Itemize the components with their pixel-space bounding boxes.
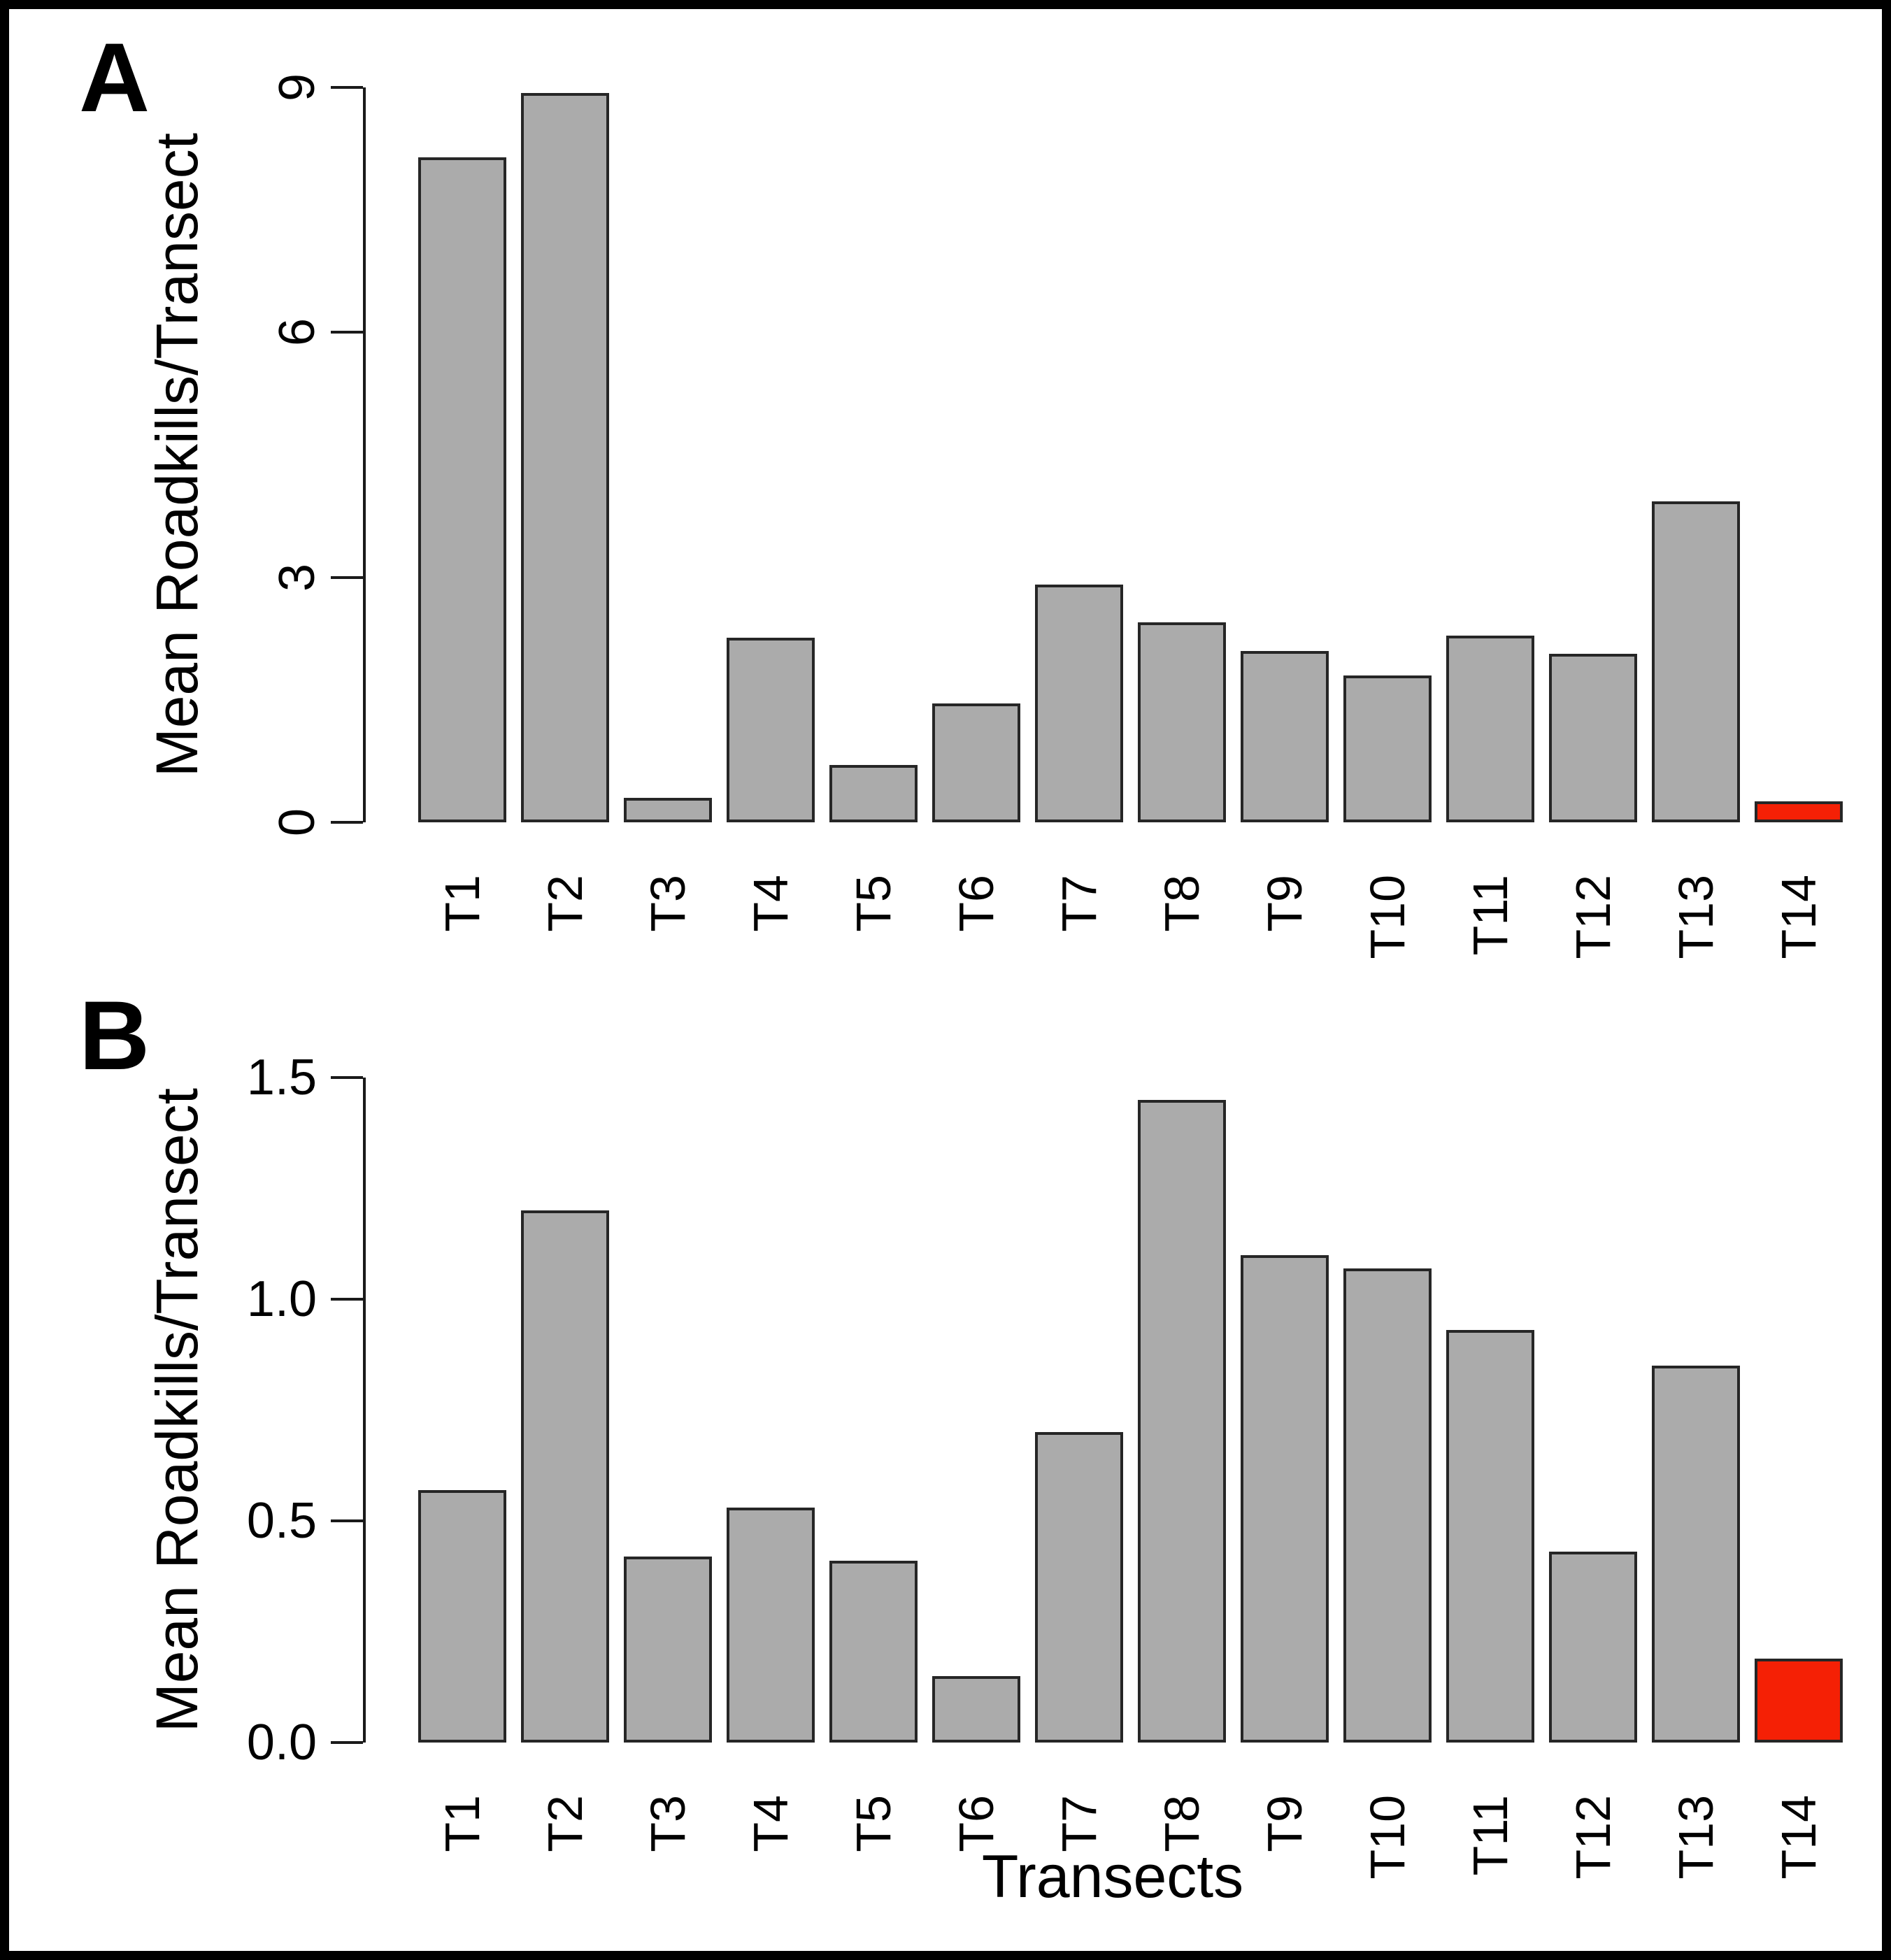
panel-a-y-tick-label: 9 [261, 37, 334, 138]
panel-a-x-tick-label-t1: T1 [433, 875, 492, 932]
panel-a-y-tick-label-text: 9 [269, 73, 325, 102]
panel-b-bar-t5 [829, 1561, 918, 1743]
panel-a-y-tick-label: 6 [261, 282, 334, 382]
panel-a-bar-t9 [1241, 650, 1329, 822]
panel-b-y-axis-line [363, 1078, 366, 1743]
panel-a-x-tick-label-text: T4 [743, 875, 798, 932]
panel-b-bar-t3 [624, 1556, 712, 1743]
panel-a-x-tick-label-text: T9 [1257, 875, 1312, 932]
panel-b-bar-t2 [521, 1210, 609, 1743]
panel-b: B Mean Roadkills/Transect 0.0 0.5 1.0 1.5 T1… [9, 9, 1882, 1951]
panel-a-bar-t5 [829, 765, 918, 822]
x-axis-title: Transects [981, 1843, 1244, 1910]
panel-a-y-axis-title: Mean Roadkills/Transect [135, 87, 219, 822]
panel-a-bar-t10 [1343, 675, 1432, 822]
panel-a-bar-t1 [418, 157, 506, 822]
panel-a-y-axis-title-text: Mean Roadkills/Transect [144, 132, 210, 778]
panel-b-bar-t14 [1755, 1658, 1843, 1743]
panel-b-letter: B [79, 980, 150, 1090]
panel-a-y-axis-line [363, 87, 366, 822]
panel-a-bar-t4 [727, 638, 815, 822]
panel-a-x-tick-label-t14: T14 [1769, 875, 1828, 959]
panel-a-x-tick-label-text: T12 [1566, 875, 1620, 959]
panel-b-bar-t13 [1652, 1366, 1740, 1743]
panel-b-y-tick-0.0 [331, 1741, 363, 1744]
panel-a-x-tick-label-t6: T6 [947, 875, 1006, 932]
panel-b-y-tick-1.5 [331, 1076, 363, 1079]
panel-a-bar-t2 [521, 93, 609, 822]
panel-a-plot-area: 0 3 6 9 T1 T2 T3 T4 T5 T6 T7 T8 T9 T10 T11 T12 T13 T14 [9, 9, 1882, 1951]
panel-a-x-tick-label-t8: T8 [1153, 875, 1211, 932]
panel-b-y-tick-label: 1.5 [246, 1050, 317, 1106]
panel-a-bar-t12 [1549, 654, 1637, 822]
panel-a: A Mean Roadkills/Transect 0 3 6 9 T1 T2 T3 T4 T5… [9, 9, 1882, 1951]
panel-a-x-tick-label-text: T10 [1360, 875, 1415, 959]
panel-a-x-tick-label-text: T1 [435, 875, 490, 932]
panel-b-y-tick-label: 1.0 [246, 1271, 317, 1327]
panel-a-x-tick-label-t7: T7 [1050, 875, 1108, 932]
panel-a-y-tick-label-text: 0 [269, 808, 325, 837]
panel-b-y-tick-1.0 [331, 1298, 363, 1301]
panel-b-y-tick-label: 0.0 [246, 1715, 317, 1771]
panel-a-y-tick-label-text: 3 [269, 563, 325, 592]
panel-a-bar-t3 [624, 797, 712, 822]
panel-a-x-tick-label-t4: T4 [741, 875, 800, 932]
panel-b-bar-t9 [1241, 1254, 1329, 1743]
panel-a-y-tick-3 [331, 575, 363, 579]
panel-a-x-tick-label-t10: T10 [1358, 875, 1417, 959]
panel-b-y-tick-label: 0.5 [246, 1493, 317, 1549]
panel-a-x-tick-label-text: T8 [1155, 875, 1209, 932]
panel-a-y-tick-label: 3 [261, 527, 334, 628]
panel-a-x-tick-label-text: T13 [1669, 875, 1723, 959]
panel-a-x-tick-label-text: T14 [1771, 875, 1826, 959]
panel-a-x-tick-label-text: T2 [538, 875, 592, 932]
panel-a-x-tick-label-t5: T5 [844, 875, 903, 932]
panel-a-x-tick-label-t2: T2 [536, 875, 594, 932]
panel-a-x-tick-label-t13: T13 [1667, 875, 1725, 959]
panel-a-y-tick-label: 0 [261, 772, 334, 873]
panel-b-plot-area: 0.0 0.5 1.0 1.5 T1 T2 T3 T4 T5 T6 T7 T8 T9 T10 T11 T12 T… [9, 9, 1882, 1951]
panel-a-x-tick-label-t11: T11 [1461, 875, 1520, 955]
panel-a-bar-t6 [932, 703, 1020, 822]
panel-b-bar-t4 [727, 1507, 815, 1743]
panel-b-bar-t8 [1138, 1099, 1226, 1743]
panel-a-y-tick-6 [331, 331, 363, 334]
panel-a-x-tick-label-text: T5 [846, 875, 901, 932]
panel-a-letter: A [79, 22, 150, 132]
panel-b-bar-t7 [1035, 1432, 1123, 1743]
panel-a-y-tick-9 [331, 86, 363, 89]
panel-a-x-tick-label-text: T11 [1463, 875, 1518, 956]
panel-a-bar-t13 [1652, 501, 1740, 822]
panel-b-y-axis-title: Mean Roadkills/Transect [135, 1078, 219, 1743]
panel-a-bar-t11 [1446, 635, 1534, 822]
panel-a-x-tick-label-t9: T9 [1255, 875, 1314, 932]
panel-a-x-tick-label-text: T3 [641, 875, 695, 932]
panel-a-y-tick-label-text: 6 [269, 318, 325, 347]
panel-b-bar-t1 [418, 1489, 506, 1743]
panel-b-bar-t10 [1343, 1268, 1432, 1743]
panel-b-y-axis-title-text: Mean Roadkills/Transect [144, 1087, 210, 1733]
panel-b-y-tick-0.5 [331, 1519, 363, 1522]
panel-a-x-tick-label-t3: T3 [638, 875, 697, 932]
panel-a-bar-t8 [1138, 622, 1226, 822]
panel-a-bar-t14 [1755, 801, 1843, 822]
panel-b-bar-t12 [1549, 1552, 1637, 1743]
panel-a-x-tick-label-t12: T12 [1564, 875, 1622, 959]
panel-a-bar-t7 [1035, 585, 1123, 822]
panel-a-x-tick-label-text: T7 [1052, 875, 1106, 932]
panel-b-bar-t6 [932, 1675, 1020, 1743]
panel-a-y-tick-0 [331, 821, 363, 824]
panel-a-x-tick-label-text: T6 [949, 875, 1004, 932]
panel-b-bar-t11 [1446, 1330, 1534, 1743]
